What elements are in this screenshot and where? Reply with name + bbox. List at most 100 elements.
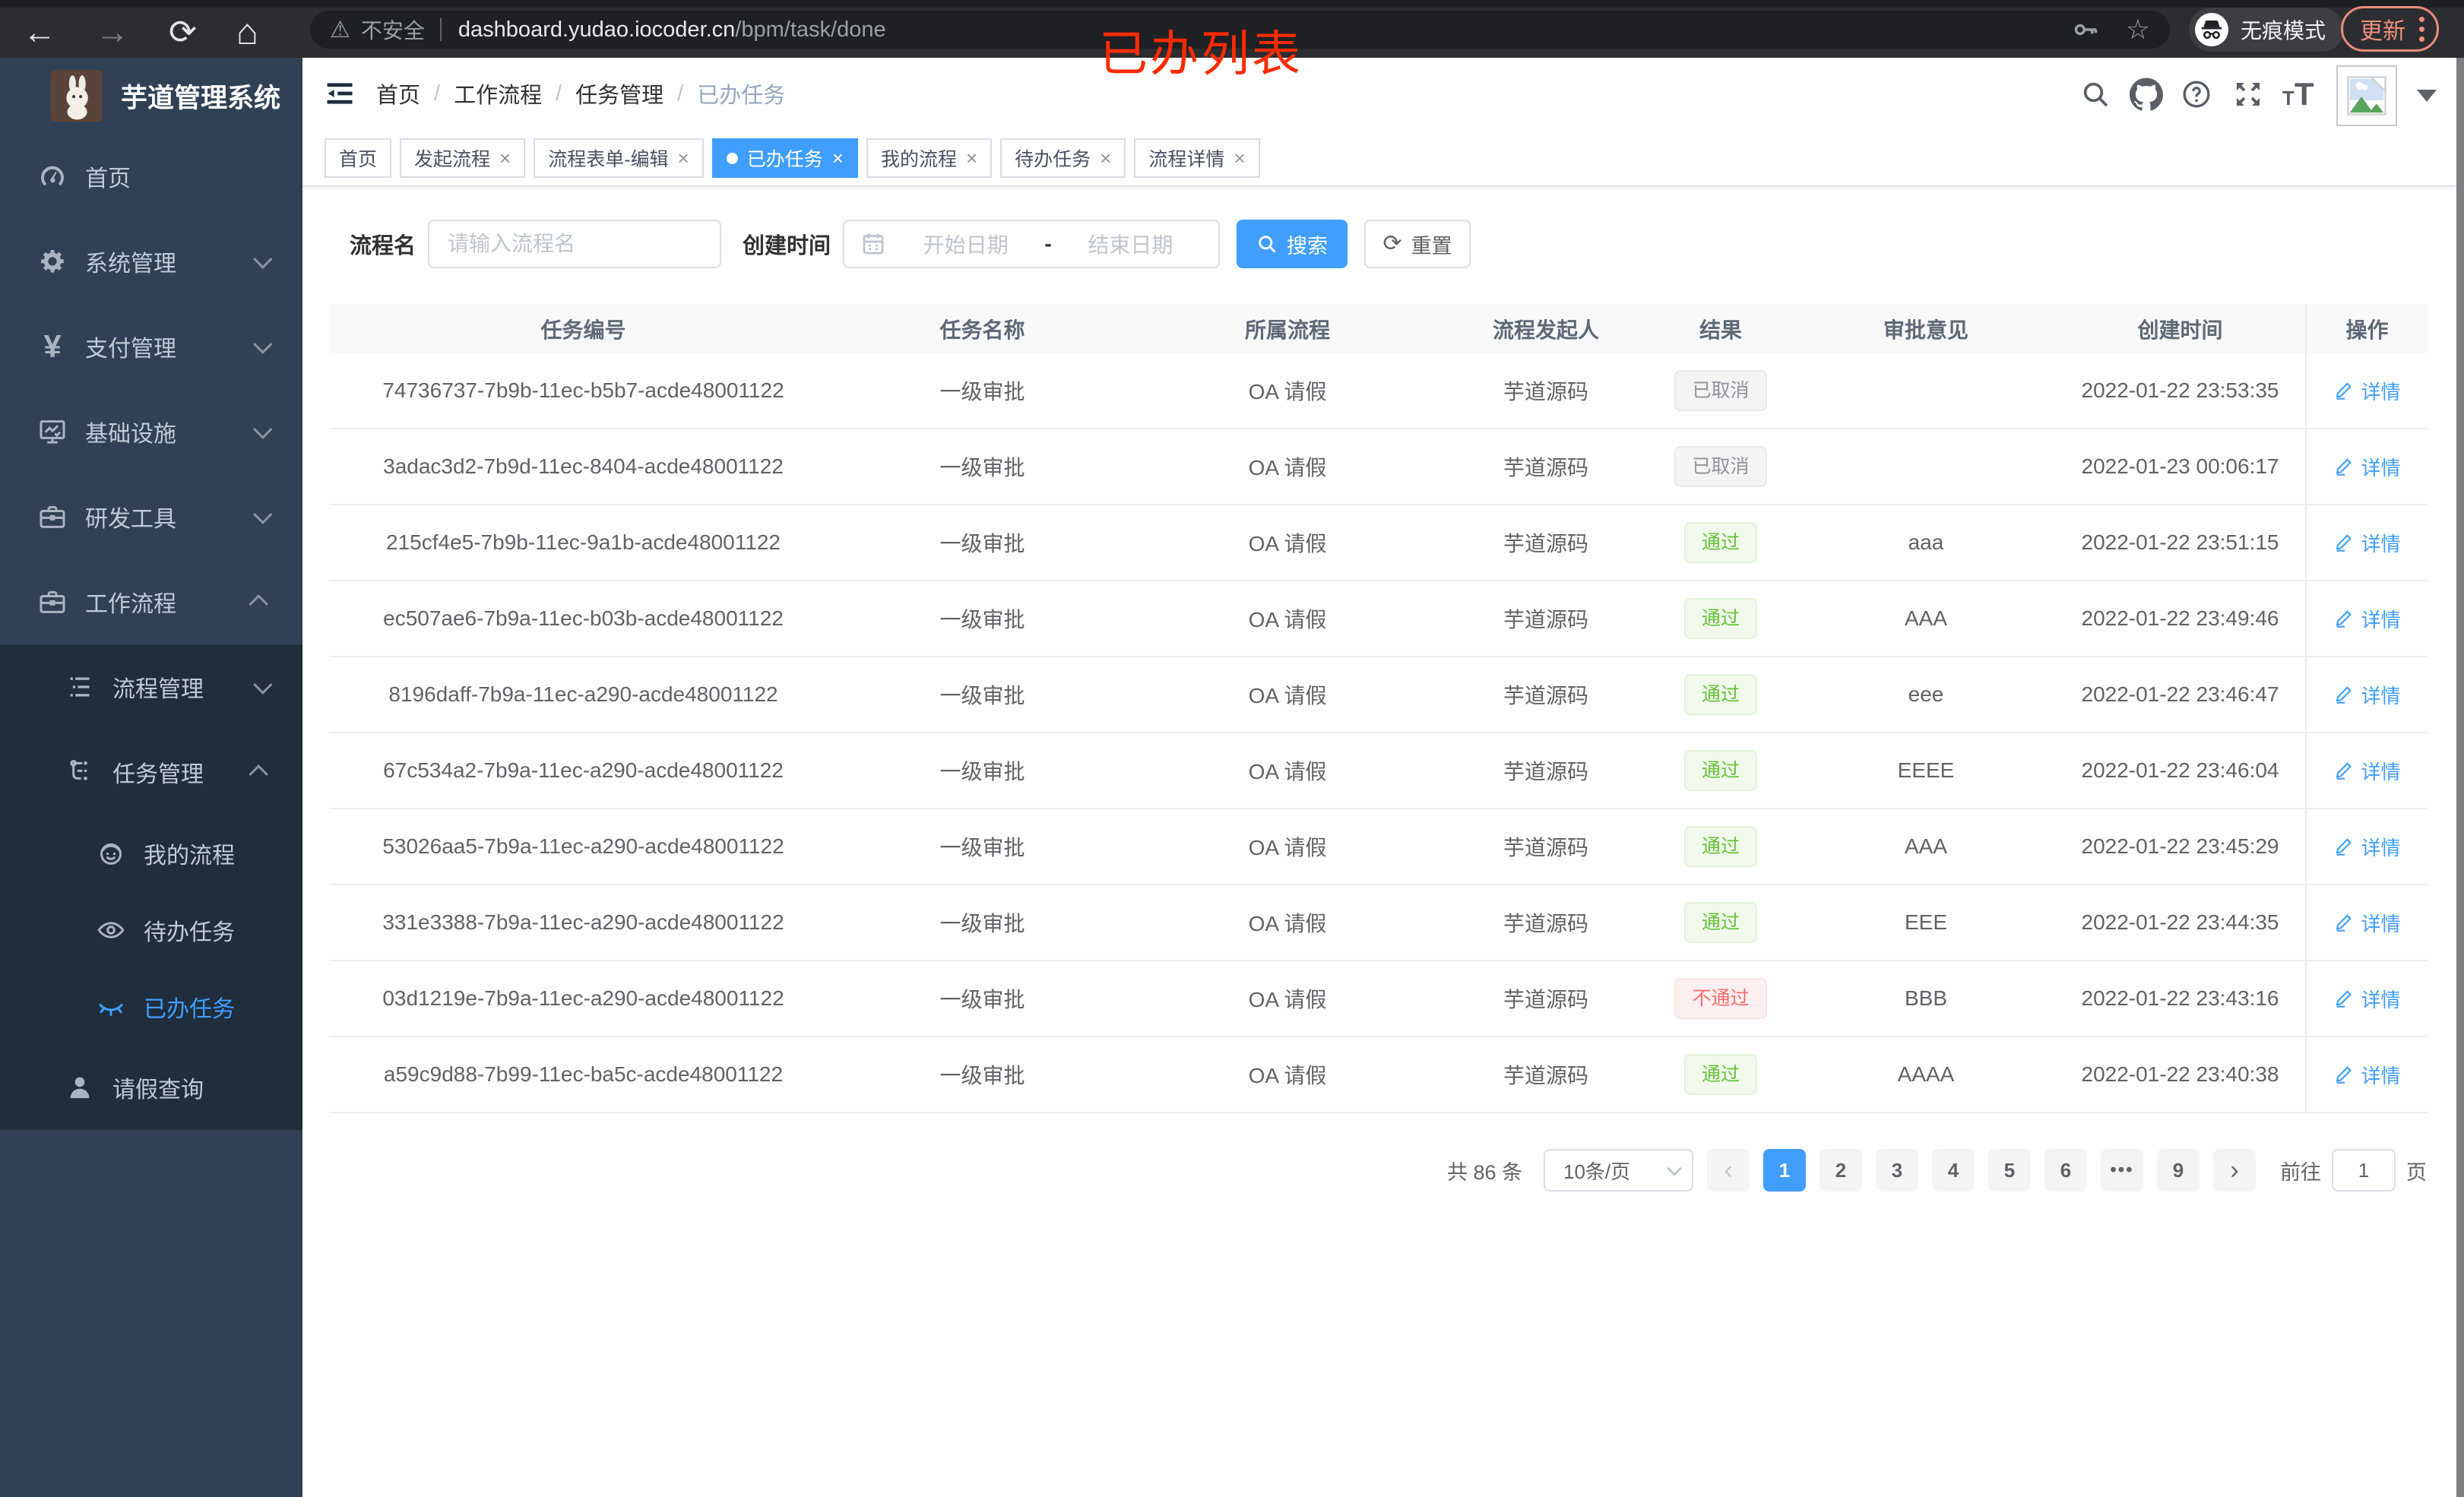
browser-back-icon[interactable]: ← <box>23 14 56 51</box>
cell-task-name: 一级审批 <box>939 456 1025 479</box>
process-name-input[interactable] <box>428 220 722 268</box>
breadcrumb-workflow[interactable]: 工作流程 <box>454 84 543 108</box>
close-icon[interactable]: × <box>677 146 689 169</box>
tab-process-form-edit[interactable]: 流程表单-编辑 × <box>534 138 704 178</box>
sidebar-item-system[interactable]: 系统管理 <box>0 219 302 304</box>
result-badge: 通过 <box>1683 522 1757 563</box>
sidebar-item-task-management[interactable]: 任务管理 <box>0 730 302 815</box>
cell-task-id: 03d1219e-7b9a-11ec-a290-acde48001122 <box>382 986 784 1010</box>
sidebar-item-process-management[interactable]: 流程管理 <box>0 644 302 730</box>
breadcrumb-home[interactable]: 首页 <box>376 84 421 108</box>
page-button-3[interactable]: 3 <box>1876 1149 1918 1192</box>
sidebar-item-home[interactable]: 首页 <box>0 134 302 219</box>
detail-link[interactable]: 详情 <box>2333 985 2401 1013</box>
reset-button[interactable]: ⟳ 重置 <box>1364 220 1471 268</box>
tab-done-tasks[interactable]: 已办任务 × <box>711 138 858 178</box>
prev-page-button[interactable]: ‹ <box>1707 1149 1750 1192</box>
table-row: 8196daff-7b9a-11ec-a290-acde48001122 一级审… <box>330 657 2428 733</box>
detail-link[interactable]: 详情 <box>2333 453 2401 481</box>
page-button-9[interactable]: 9 <box>2157 1149 2200 1192</box>
detail-link[interactable]: 详情 <box>2333 377 2401 405</box>
browser-reload-icon[interactable]: ⟳ <box>169 14 197 51</box>
date-range-picker[interactable]: 开始日期 - 结束日期 <box>843 220 1221 268</box>
table-row: 331e3388-7b9a-11ec-a290-acde48001122 一级审… <box>330 885 2428 961</box>
detail-link[interactable]: 详情 <box>2333 909 2401 937</box>
cell-task-id: ec507ae6-7b9a-11ec-b03b-acde48001122 <box>383 606 784 630</box>
password-key-icon[interactable] <box>2071 15 2100 44</box>
sidebar-item-infrastructure[interactable]: 基础设施 <box>0 389 302 474</box>
page-button-4[interactable]: 4 <box>1932 1149 1975 1192</box>
cell-task-id: 67c534a2-7b9a-11ec-a290-acde48001122 <box>383 758 784 782</box>
avatar-caret-icon[interactable] <box>2417 90 2437 102</box>
close-icon[interactable]: × <box>965 146 978 169</box>
search-icon[interactable] <box>2080 79 2111 113</box>
goto-page-input[interactable] <box>2332 1149 2396 1192</box>
sidebar-item-devtools[interactable]: 研发工具 <box>0 474 302 559</box>
edit-icon <box>2336 534 2352 552</box>
search-button[interactable]: 搜索 <box>1237 220 1348 268</box>
next-page-button[interactable]: › <box>2213 1149 2256 1192</box>
breadcrumb-current: 已办任务 <box>697 84 786 108</box>
cell-starter: 芋道源码 <box>1503 1064 1588 1087</box>
bookmark-star-icon[interactable]: ☆ <box>2125 14 2150 45</box>
browser-forward-icon[interactable]: → <box>96 14 129 51</box>
sidebar-logo[interactable]: 芋道管理系统 <box>0 58 302 134</box>
cell-process: OA 请假 <box>1248 684 1327 707</box>
font-size-icon[interactable]: TT <box>2282 76 2314 112</box>
refresh-icon: ⟳ <box>1382 231 1402 256</box>
tab-todo-tasks[interactable]: 待办任务 × <box>1000 138 1126 178</box>
eye-icon <box>95 914 127 946</box>
page-content: 流程名 创建时间 开始日期 - 结束日期 搜索 ⟳ 重置 <box>302 187 2456 1497</box>
range-separator: - <box>1044 232 1052 255</box>
close-icon[interactable]: × <box>1100 146 1112 169</box>
close-icon[interactable]: × <box>1234 146 1246 169</box>
tab-my-process[interactable]: 我的流程 × <box>866 138 993 178</box>
sidebar-fold-icon[interactable] <box>323 77 356 110</box>
table-row: 67c534a2-7b9a-11ec-a290-acde48001122 一级审… <box>330 733 2428 809</box>
tab-home[interactable]: 首页 <box>325 138 392 178</box>
calendar-icon <box>863 233 884 255</box>
detail-link[interactable]: 详情 <box>2333 833 2401 861</box>
process-name-label: 流程名 <box>350 234 416 258</box>
active-tab-dot <box>726 152 738 164</box>
tab-start-process[interactable]: 发起流程 × <box>400 138 526 178</box>
close-icon[interactable]: × <box>831 146 844 169</box>
browser-update-button[interactable]: 更新 <box>2341 6 2439 52</box>
monitor-icon <box>36 416 68 448</box>
detail-link[interactable]: 详情 <box>2333 529 2401 557</box>
browser-menu-icon[interactable] <box>2419 16 2424 42</box>
col-header-result: 结果 <box>1699 318 1742 342</box>
help-icon[interactable] <box>2181 79 2212 113</box>
goto-suffix: 页 <box>2406 1160 2427 1184</box>
sidebar-item-todo-tasks[interactable]: 待办任务 <box>0 891 302 968</box>
col-header-process: 所属流程 <box>1244 318 1330 342</box>
page-button-2[interactable]: 2 <box>1819 1149 1862 1192</box>
page-button-5[interactable]: 5 <box>1988 1149 2031 1192</box>
page-button-6[interactable]: 6 <box>2044 1149 2087 1192</box>
sidebar-item-done-tasks[interactable]: 已办任务 <box>0 968 302 1045</box>
detail-link[interactable]: 详情 <box>2333 757 2401 785</box>
page-size-select[interactable]: 10条/页 <box>1544 1149 1693 1192</box>
broken-image-icon <box>2347 76 2386 116</box>
github-icon[interactable] <box>2130 78 2163 115</box>
sidebar-item-leave-query[interactable]: 请假查询 <box>0 1045 302 1130</box>
cell-task-name: 一级审批 <box>939 532 1025 555</box>
fullscreen-icon[interactable] <box>2233 79 2263 113</box>
address-bar[interactable]: ⚠ 不安全 dashboard.yudao.iocoder.cn /bpm/ta… <box>310 11 2170 49</box>
detail-link[interactable]: 详情 <box>2333 1061 2401 1089</box>
sidebar-item-payment[interactable]: ¥ 支付管理 <box>0 304 302 389</box>
tab-process-detail[interactable]: 流程详情 × <box>1134 138 1260 178</box>
detail-link[interactable]: 详情 <box>2333 605 2401 633</box>
page-button-1[interactable]: 1 <box>1763 1149 1806 1192</box>
close-icon[interactable]: × <box>499 146 511 169</box>
pagination: 共 86 条 10条/页 ‹ 1 2 3 4 5 6 ••• 9 › 前往 页 <box>1447 1149 2427 1192</box>
sidebar-item-my-process[interactable]: 我的流程 <box>0 815 302 891</box>
edit-icon <box>2336 990 2352 1008</box>
more-pages-button[interactable]: ••• <box>2101 1149 2143 1192</box>
browser-home-icon[interactable]: ⌂ <box>236 12 258 52</box>
breadcrumb-task-management[interactable]: 任务管理 <box>575 84 664 108</box>
avatar[interactable] <box>2336 65 2397 126</box>
sidebar-item-workflow[interactable]: 工作流程 <box>0 559 302 644</box>
cell-starter: 芋道源码 <box>1503 988 1588 1011</box>
detail-link[interactable]: 详情 <box>2333 681 2401 709</box>
